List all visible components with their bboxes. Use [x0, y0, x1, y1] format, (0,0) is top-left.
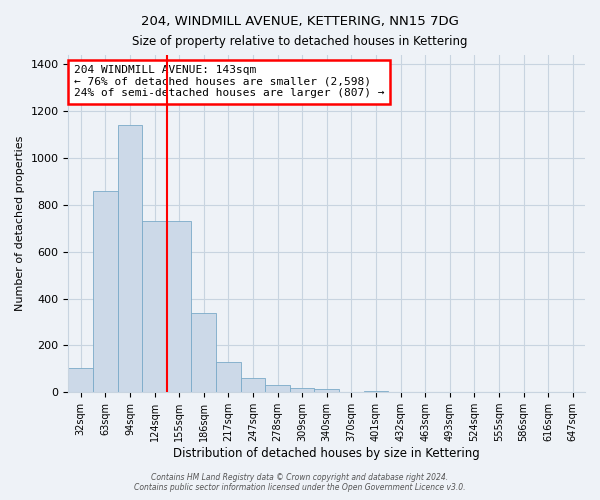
Bar [68, 368, 93, 392]
Text: 204, WINDMILL AVENUE, KETTERING, NN15 7DG: 204, WINDMILL AVENUE, KETTERING, NN15 7D… [141, 15, 459, 28]
Bar [314, 389, 339, 392]
Bar [241, 378, 265, 392]
Text: 204 WINDMILL AVENUE: 143sqm
← 76% of detached houses are smaller (2,598)
24% of : 204 WINDMILL AVENUE: 143sqm ← 76% of det… [74, 65, 384, 98]
Bar [191, 312, 216, 392]
Text: Size of property relative to detached houses in Kettering: Size of property relative to detached ho… [132, 35, 468, 48]
Bar [142, 222, 167, 392]
Bar [167, 222, 191, 392]
Bar [93, 191, 118, 392]
Bar [290, 388, 314, 392]
Bar [216, 362, 241, 392]
Bar [265, 384, 290, 392]
Bar [118, 126, 142, 392]
Bar [364, 391, 388, 392]
X-axis label: Distribution of detached houses by size in Kettering: Distribution of detached houses by size … [173, 447, 480, 460]
Y-axis label: Number of detached properties: Number of detached properties [15, 136, 25, 312]
Text: Contains HM Land Registry data © Crown copyright and database right 2024.
Contai: Contains HM Land Registry data © Crown c… [134, 473, 466, 492]
